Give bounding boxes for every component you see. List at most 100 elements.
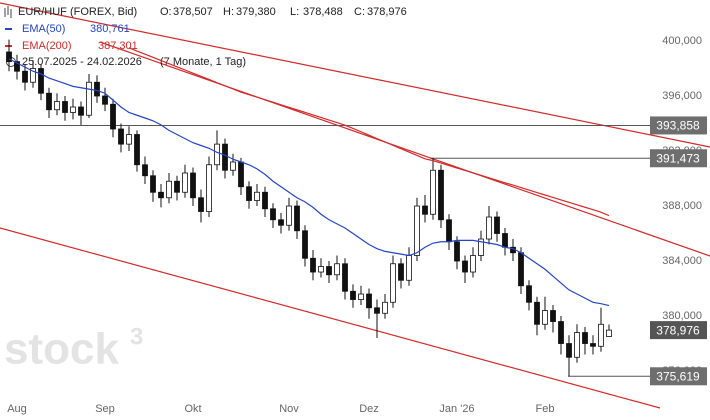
candle-body <box>342 263 348 292</box>
candle-body <box>422 205 428 215</box>
price-label: 375,619 <box>656 369 700 383</box>
candle-body <box>462 260 468 273</box>
candle-body <box>134 134 140 166</box>
candle-body <box>6 51 12 63</box>
candle-body <box>446 219 452 243</box>
candle-body <box>566 343 572 358</box>
candles <box>6 39 612 377</box>
candle-body <box>86 81 92 116</box>
y-tick-label: 400,000 <box>662 35 702 47</box>
candle-body <box>182 172 188 193</box>
candle-body <box>238 161 244 188</box>
candle-body <box>254 191 260 201</box>
candle-body <box>222 143 228 171</box>
ohlc-value: 378,976 <box>367 6 407 18</box>
candle-body <box>390 263 396 303</box>
price-box <box>650 149 707 168</box>
candle-body <box>502 233 508 248</box>
candle-body <box>582 332 588 344</box>
legend-value: 387,301 <box>98 40 138 52</box>
x-tick-label: Okt <box>184 403 201 415</box>
x-tick-label: Feb <box>536 403 555 415</box>
ohlc-name: C: <box>354 6 365 18</box>
candle-body <box>350 290 356 300</box>
candle-body <box>62 101 68 113</box>
candle-body <box>494 216 500 234</box>
candle-body <box>294 205 300 232</box>
candle-body <box>454 241 460 262</box>
candle-body <box>486 216 492 240</box>
chart-title: EUR/HUF (FOREX, Bid) <box>18 6 137 18</box>
price-label: 378,976 <box>656 323 700 337</box>
candle-body <box>606 329 612 337</box>
candle-body <box>166 180 172 199</box>
y-tick-label: 380,000 <box>662 310 702 322</box>
candle-body <box>38 68 44 94</box>
candle-body <box>334 263 340 276</box>
chart-icon <box>4 6 12 18</box>
legend-label: EMA(200) <box>22 40 72 52</box>
candle-body <box>206 164 212 212</box>
price-box <box>650 116 707 135</box>
ohlc-value: 378,488 <box>303 6 343 18</box>
candle-body <box>518 252 524 287</box>
ohlc-name: O: <box>160 6 172 18</box>
x-tick-label: Aug <box>7 403 27 415</box>
candle-body <box>310 257 316 273</box>
candle-body <box>286 205 292 226</box>
candle-body <box>150 175 156 193</box>
watermark-text: stock <box>4 325 119 374</box>
legend: EUR/HUF (FOREX, Bid) 25.07.2025 - 24.02.… <box>4 6 246 68</box>
candle-body <box>318 266 324 273</box>
candle-body <box>94 81 100 97</box>
candle-body <box>398 263 404 281</box>
trend-line <box>0 2 710 148</box>
candle-body <box>598 323 604 347</box>
candle-body <box>70 106 76 113</box>
y-tick-label: 396,000 <box>662 90 702 102</box>
candle-body <box>190 172 196 199</box>
candle-body <box>126 134 132 145</box>
trend-line <box>99 41 710 257</box>
candle-body <box>278 219 284 226</box>
legend-label: EMA(50) <box>22 23 65 35</box>
candle-body <box>102 95 108 105</box>
candle-body <box>110 103 116 130</box>
trend-line <box>0 227 661 409</box>
ema-line <box>128 47 610 217</box>
watermark: stock 3 <box>4 323 143 373</box>
candle-body <box>78 106 84 116</box>
candle-body <box>406 255 412 281</box>
candle-body <box>54 101 60 111</box>
ohlc-name: H: <box>223 6 234 18</box>
candle-body <box>382 301 388 314</box>
candle-body <box>270 208 276 221</box>
ohlc-name: L: <box>290 6 299 18</box>
y-tick-label: 388,000 <box>662 200 702 212</box>
candle-body <box>550 310 556 322</box>
watermark-sup: 3 <box>130 323 143 350</box>
candle-body <box>470 255 476 273</box>
candle-body <box>526 285 532 303</box>
ohlc-value: 379,380 <box>236 6 276 18</box>
candle-body <box>534 301 540 325</box>
candle-body <box>174 180 180 193</box>
price-label: 393,858 <box>656 119 700 133</box>
candle-body <box>22 70 28 83</box>
ohlc-value: 378,507 <box>173 6 213 18</box>
candle-body <box>118 128 124 145</box>
candle-body <box>590 343 596 347</box>
candle-body <box>262 191 268 210</box>
price-box <box>650 367 707 386</box>
candle-body <box>430 169 436 215</box>
x-tick-label: Nov <box>279 403 299 415</box>
candle-body <box>478 238 484 256</box>
x-tick-label: Jan '26 <box>439 403 474 415</box>
candle-body <box>542 310 548 325</box>
candle-body <box>230 161 236 171</box>
candle-body <box>326 266 332 276</box>
candle-body <box>414 205 420 256</box>
trend-channel <box>0 2 710 409</box>
